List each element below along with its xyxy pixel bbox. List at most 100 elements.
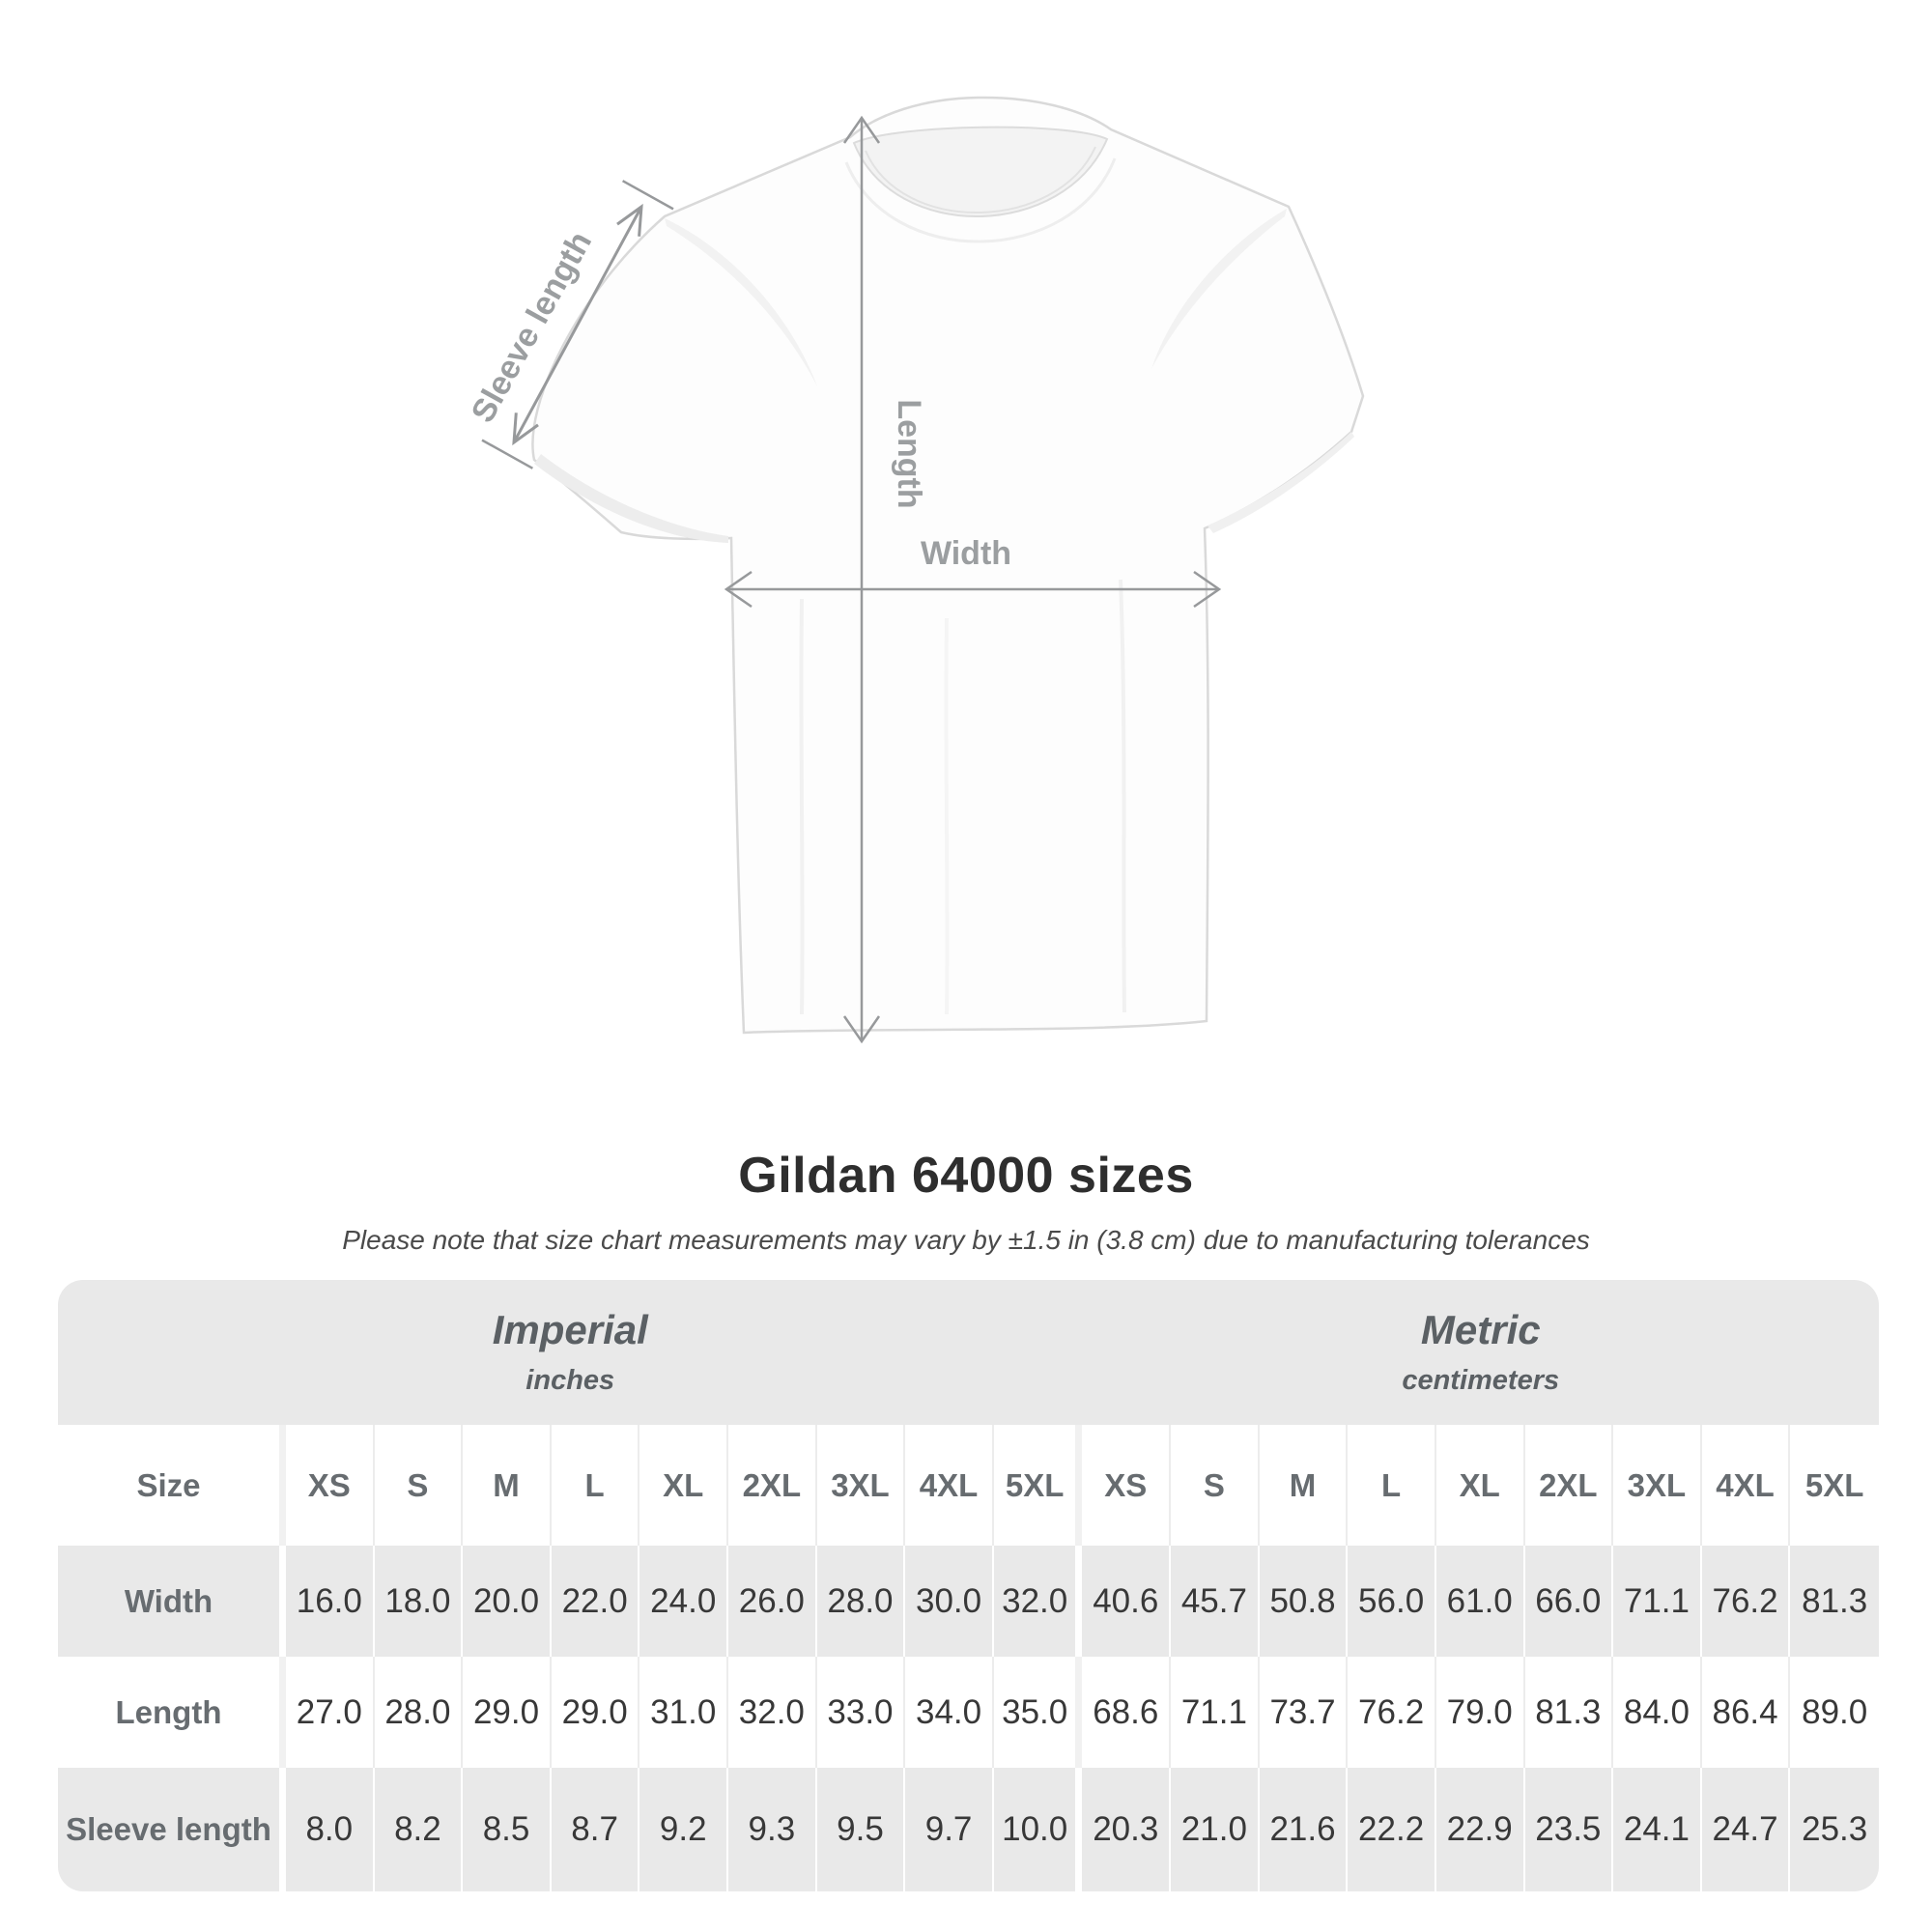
metric-value-cell: 81.3 [1524, 1657, 1614, 1768]
collar-ribbing [865, 146, 1096, 213]
metric-value-cell: 89.0 [1790, 1657, 1879, 1768]
metric-value-cell: 71.1 [1171, 1657, 1260, 1768]
metric-value-cell: 56.0 [1348, 1546, 1436, 1657]
width-arrow-right [1193, 570, 1222, 609]
size-col-header-imperial: XL [639, 1425, 729, 1546]
row-label: Length [58, 1657, 286, 1768]
right-sleeve-shadow [1208, 432, 1354, 533]
metric-value-cell: 40.6 [1082, 1546, 1172, 1657]
size-col-header-metric: XS [1082, 1425, 1172, 1546]
imperial-value-cell: 8.0 [286, 1768, 375, 1891]
collar-opening [852, 126, 1109, 217]
length-arrow-bottom [842, 1015, 881, 1044]
size-col-header-imperial: M [463, 1425, 552, 1546]
metric-value-cell: 22.2 [1348, 1768, 1436, 1891]
imperial-value-cell: 9.2 [639, 1768, 729, 1891]
sleeve-dimension [481, 180, 674, 469]
size-col-header-metric: 4XL [1701, 1425, 1791, 1546]
imperial-group-header: Imperial inches [58, 1280, 1083, 1425]
tshirt-outline [531, 96, 1365, 1035]
unit-group-header-row: Imperial inches Metric centimeters [58, 1280, 1879, 1425]
size-col-header-metric: L [1348, 1425, 1436, 1546]
size-col-header-imperial: XS [286, 1425, 375, 1546]
metric-label: Metric [1420, 1307, 1541, 1353]
imperial-value-cell: 10.0 [993, 1768, 1083, 1891]
size-table-container: Imperial inches Metric centimeters Size X… [58, 1280, 1879, 1891]
size-col-header-metric: 5XL [1790, 1425, 1879, 1546]
metric-value-cell: 66.0 [1524, 1546, 1614, 1657]
size-col-header-imperial: 3XL [816, 1425, 906, 1546]
imperial-value-cell: 24.0 [639, 1546, 729, 1657]
imperial-value-cell: 26.0 [728, 1546, 817, 1657]
metric-value-cell: 50.8 [1259, 1546, 1349, 1657]
page-title: Gildan 64000 sizes [738, 1147, 1194, 1204]
sleeve-arrow-bottom [512, 412, 539, 446]
imperial-value-cell: 32.0 [993, 1546, 1083, 1657]
size-col-header-metric: 3XL [1613, 1425, 1702, 1546]
metric-value-cell: 76.2 [1348, 1657, 1436, 1768]
right-shoulder-fold [1151, 209, 1287, 369]
sleeve-tick-bottom [481, 439, 534, 469]
imperial-value-cell: 30.0 [905, 1546, 994, 1657]
metric-value-cell: 21.0 [1171, 1768, 1260, 1891]
imperial-value-cell: 27.0 [286, 1657, 375, 1768]
size-col-header-metric: XL [1435, 1425, 1525, 1546]
sleeve-tick-top [621, 180, 674, 211]
body-fold-left [799, 598, 805, 1015]
size-table: Imperial inches Metric centimeters Size X… [58, 1280, 1879, 1891]
imperial-value-cell: 8.7 [551, 1768, 640, 1891]
length-arrow-top [842, 115, 881, 144]
size-col-header-imperial: L [551, 1425, 640, 1546]
imperial-units-label: inches [526, 1364, 615, 1396]
imperial-value-cell: 34.0 [905, 1657, 994, 1768]
imperial-value-cell: 8.2 [374, 1768, 464, 1891]
imperial-value-cell: 9.3 [728, 1768, 817, 1891]
size-header-row: Size XS S M L XL 2XL 3XL 4XL 5XL XS S M L XL 2XL 3XL 4XL 5… [58, 1425, 1879, 1546]
size-col-header-imperial: S [374, 1425, 464, 1546]
metric-value-cell: 61.0 [1435, 1546, 1525, 1657]
measurement-row-sleeve-length: Sleeve length 8.0 8.2 8.5 8.7 9.2 9.3 9.5 9.7 10.… [58, 1768, 1879, 1891]
metric-value-cell: 76.2 [1701, 1546, 1791, 1657]
width-arrow-left [724, 570, 753, 609]
length-dimension [842, 115, 881, 1044]
imperial-value-cell: 16.0 [286, 1546, 375, 1657]
metric-value-cell: 25.3 [1790, 1768, 1879, 1891]
measurement-row-length: Length 27.0 28.0 29.0 29.0 31.0 32.0 33.0 34.0 35… [58, 1657, 1879, 1768]
metric-value-cell: 81.3 [1790, 1546, 1879, 1657]
metric-value-cell: 22.9 [1435, 1768, 1525, 1891]
imperial-value-cell: 35.0 [993, 1657, 1083, 1768]
size-row-label: Size [58, 1425, 286, 1546]
metric-value-cell: 68.6 [1082, 1657, 1172, 1768]
imperial-value-cell: 20.0 [463, 1546, 552, 1657]
size-col-header-imperial: 5XL [993, 1425, 1083, 1546]
metric-value-cell: 84.0 [1613, 1657, 1702, 1768]
width-dimension [724, 570, 1222, 609]
metric-value-cell: 20.3 [1082, 1768, 1172, 1891]
left-sleeve-shadow [534, 454, 728, 543]
imperial-value-cell: 29.0 [463, 1657, 552, 1768]
size-col-header-metric: S [1171, 1425, 1260, 1546]
dimension-annotations [481, 115, 1222, 1044]
body-fold-center [944, 617, 950, 1015]
imperial-value-cell: 18.0 [374, 1546, 464, 1657]
tolerance-note: Please note that size chart measurements… [342, 1225, 1590, 1255]
metric-value-cell: 71.1 [1613, 1546, 1702, 1657]
size-col-header-imperial: 4XL [905, 1425, 994, 1546]
metric-value-cell: 23.5 [1524, 1768, 1614, 1891]
metric-value-cell: 73.7 [1259, 1657, 1349, 1768]
row-label: Width [58, 1546, 286, 1657]
imperial-label: Imperial [492, 1307, 648, 1353]
length-label: Length [891, 399, 927, 508]
imperial-value-cell: 28.0 [816, 1546, 906, 1657]
metric-value-cell: 21.6 [1259, 1768, 1349, 1891]
tshirt-figure: Length Width Sleeve length [465, 96, 1365, 1044]
metric-value-cell: 86.4 [1701, 1657, 1791, 1768]
measurement-row-width: Width 16.0 18.0 20.0 22.0 24.0 26.0 28.0 30.0 32.… [58, 1546, 1879, 1657]
tshirt-illustration [531, 96, 1365, 1035]
metric-value-cell: 24.7 [1701, 1768, 1791, 1891]
imperial-value-cell: 8.5 [463, 1768, 552, 1891]
imperial-value-cell: 32.0 [728, 1657, 817, 1768]
metric-value-cell: 24.1 [1613, 1768, 1702, 1891]
imperial-value-cell: 9.5 [816, 1768, 906, 1891]
